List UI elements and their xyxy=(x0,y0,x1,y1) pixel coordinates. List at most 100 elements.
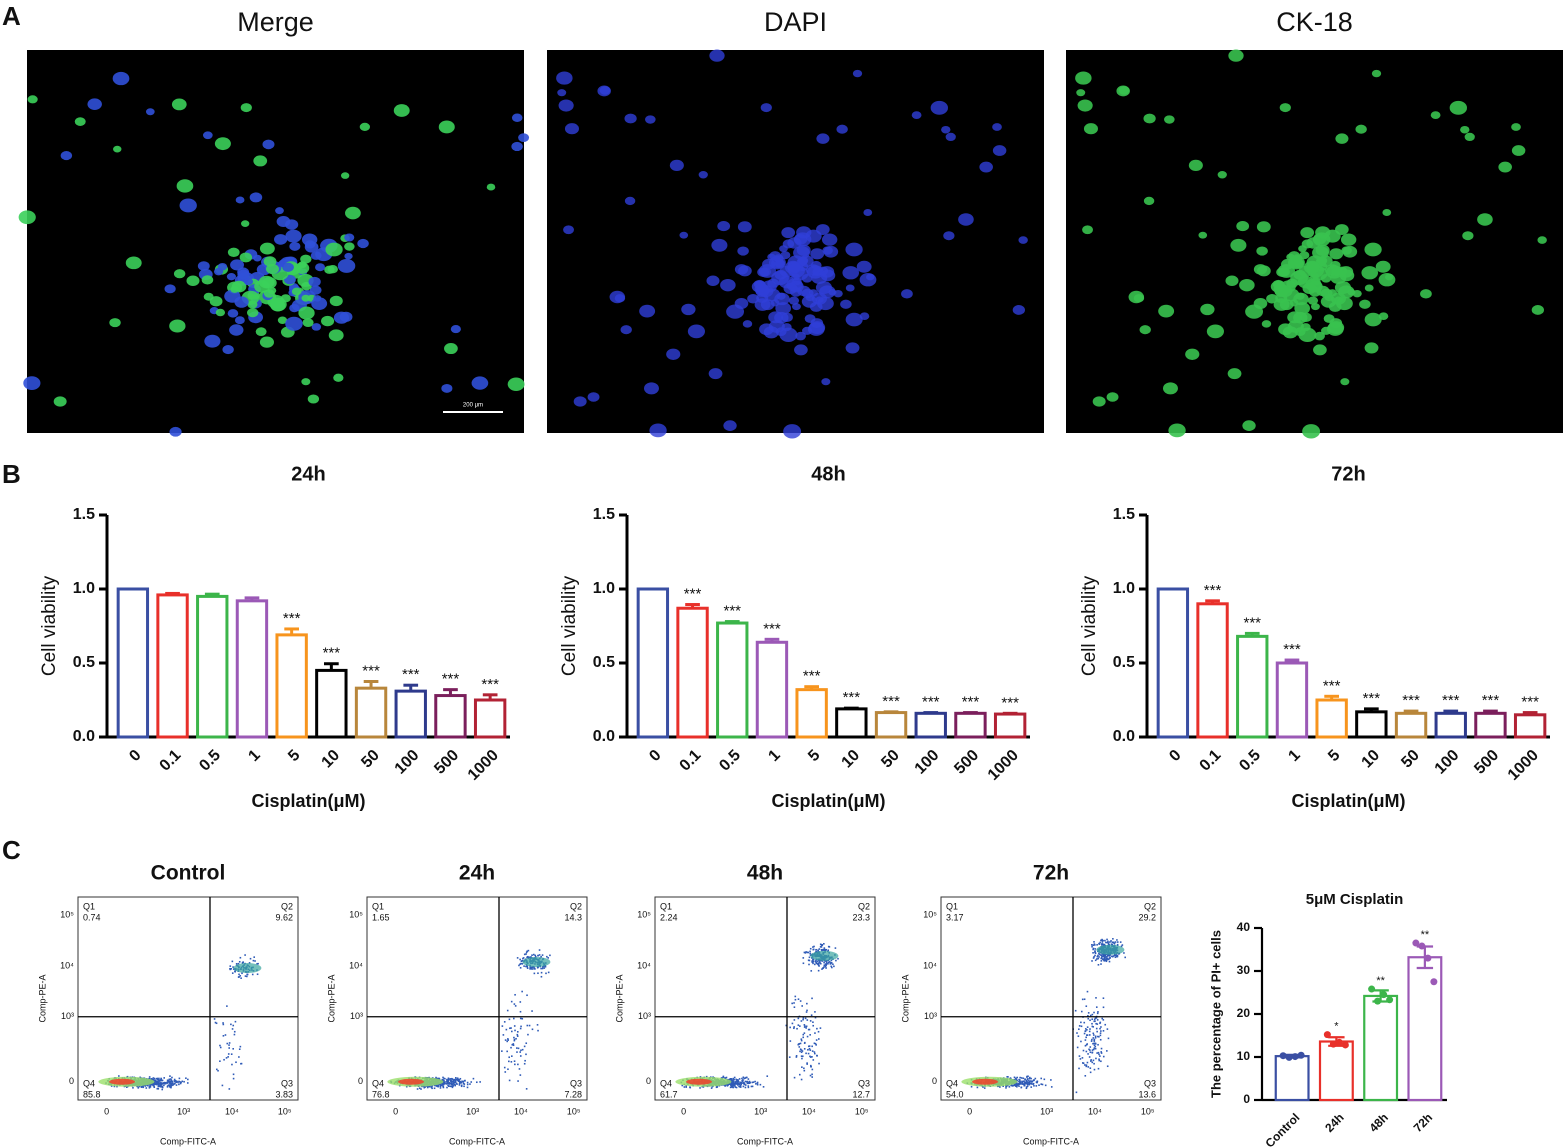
event xyxy=(815,960,817,962)
micrograph-title: CK-18 xyxy=(1276,7,1353,37)
cell xyxy=(1206,324,1224,339)
event xyxy=(525,953,527,955)
cell xyxy=(1359,299,1371,309)
event xyxy=(506,1050,508,1053)
event xyxy=(125,1086,128,1088)
event xyxy=(1086,1034,1089,1036)
event xyxy=(230,1053,233,1055)
event xyxy=(159,1079,162,1082)
event xyxy=(511,1055,513,1057)
event xyxy=(817,969,820,972)
event xyxy=(1023,1083,1026,1085)
cell xyxy=(558,99,574,112)
event xyxy=(1022,1083,1024,1085)
event xyxy=(166,1081,169,1083)
event xyxy=(435,1084,437,1087)
event xyxy=(1028,1081,1031,1084)
event xyxy=(145,1087,148,1089)
data-point xyxy=(1335,1038,1343,1046)
cell xyxy=(620,325,632,335)
event xyxy=(819,962,822,965)
significance: *** xyxy=(843,689,861,706)
event xyxy=(802,1036,805,1039)
event xyxy=(150,1078,152,1080)
event xyxy=(1025,1086,1028,1088)
cell xyxy=(344,233,355,242)
cell xyxy=(1361,266,1379,280)
event xyxy=(806,1019,809,1021)
event xyxy=(1093,1047,1096,1049)
event xyxy=(1022,1077,1025,1080)
event xyxy=(731,1085,733,1088)
x-tick-label: 10 xyxy=(839,747,864,772)
event xyxy=(138,1085,140,1088)
significance: *** xyxy=(1402,692,1420,709)
event xyxy=(1030,1086,1033,1088)
cell xyxy=(333,373,344,382)
event xyxy=(1100,1051,1102,1053)
event xyxy=(800,1078,803,1081)
cell xyxy=(197,261,210,271)
event xyxy=(803,1042,806,1044)
event xyxy=(178,1077,181,1080)
event xyxy=(1098,1058,1100,1061)
cell xyxy=(806,264,821,276)
x-tick-label: 10³ xyxy=(1040,1106,1053,1116)
x-tick-label: 10⁴ xyxy=(802,1106,816,1116)
event xyxy=(525,951,528,954)
event xyxy=(1106,1028,1109,1030)
event xyxy=(508,1079,511,1082)
event xyxy=(228,1042,231,1044)
y-axis-label: Cell viability xyxy=(39,575,60,676)
event xyxy=(1105,959,1107,962)
event xyxy=(447,1077,450,1080)
event xyxy=(746,1082,749,1084)
event xyxy=(519,967,522,969)
event xyxy=(1026,1083,1029,1086)
event xyxy=(158,1077,160,1080)
event xyxy=(809,950,811,953)
event xyxy=(520,962,522,965)
event xyxy=(132,1087,134,1089)
event xyxy=(814,1016,817,1019)
event xyxy=(537,972,539,975)
event xyxy=(803,1048,806,1050)
event xyxy=(1107,942,1110,944)
event xyxy=(815,962,818,965)
event xyxy=(251,973,254,976)
event xyxy=(744,1086,747,1089)
density-core xyxy=(686,1078,712,1085)
event xyxy=(806,1009,808,1012)
data-point xyxy=(1374,997,1382,1005)
event xyxy=(446,1081,449,1083)
y-tick-label: 0.0 xyxy=(593,728,615,745)
cell xyxy=(179,198,197,213)
event xyxy=(735,1086,738,1089)
event xyxy=(160,1081,162,1084)
event xyxy=(1093,1044,1096,1047)
event xyxy=(1027,1080,1030,1082)
cell xyxy=(1185,348,1200,360)
event xyxy=(524,1059,526,1062)
significance: *** xyxy=(763,620,781,637)
cell xyxy=(301,281,312,291)
cell xyxy=(266,263,279,275)
event xyxy=(1091,1051,1094,1054)
event xyxy=(803,1069,806,1072)
cell xyxy=(747,294,760,304)
event xyxy=(804,952,807,954)
event xyxy=(797,1017,800,1020)
event xyxy=(815,948,818,951)
x-tick-label: 100 xyxy=(912,747,943,778)
y-tick-label: 10³ xyxy=(924,1011,937,1021)
x-tick-label: 50 xyxy=(358,747,383,772)
y-tick-label: 0.0 xyxy=(73,728,95,745)
cell xyxy=(774,269,787,280)
y-axis-label: Cell viability xyxy=(559,575,580,676)
event xyxy=(453,1078,456,1081)
flow-frame xyxy=(940,896,1162,1101)
y-tick-label: 1.5 xyxy=(593,506,615,523)
event xyxy=(1080,1040,1082,1043)
event xyxy=(1028,1082,1030,1085)
event xyxy=(451,1085,454,1088)
